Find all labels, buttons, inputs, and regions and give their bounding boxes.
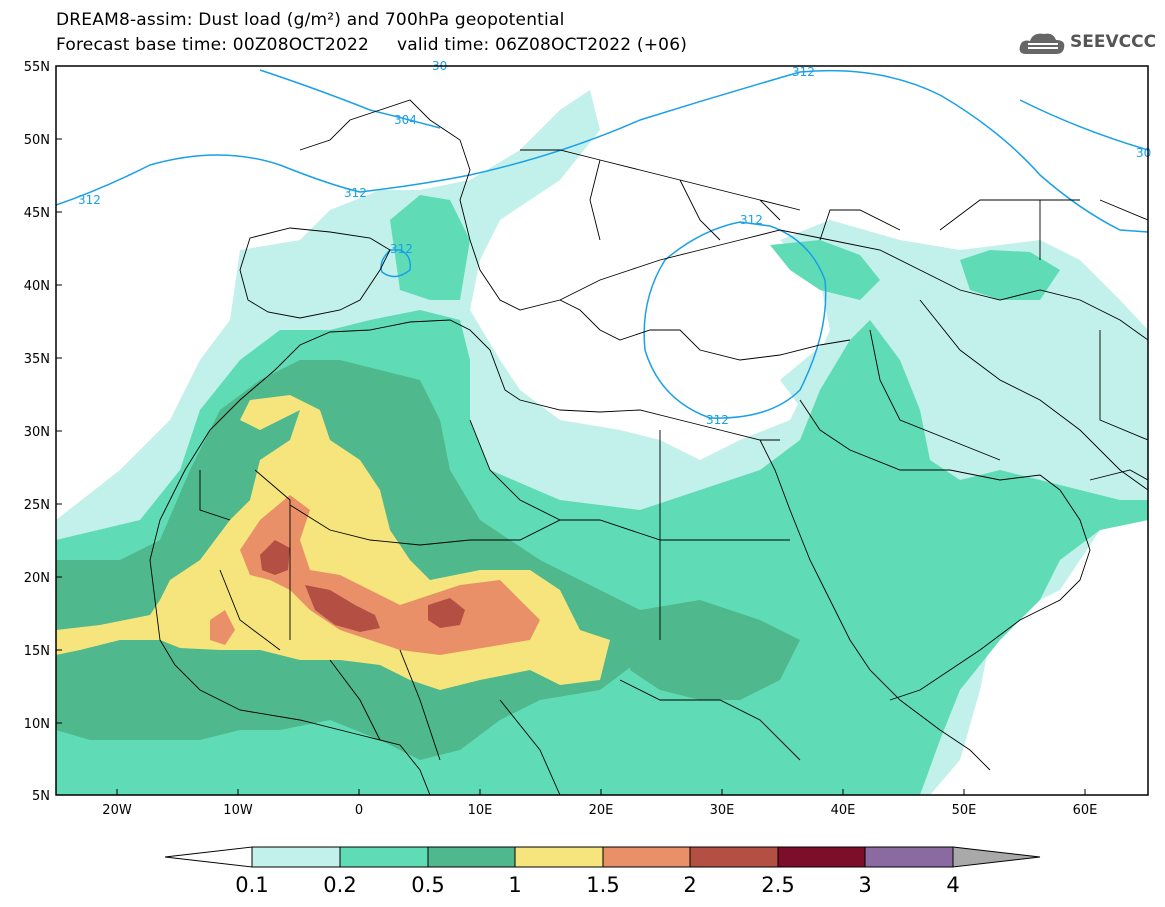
colorbar-label: 3 bbox=[858, 873, 871, 897]
dust-band-1.5 bbox=[240, 495, 540, 655]
lon-label: 60E bbox=[1073, 803, 1098, 818]
lon-label: 10E bbox=[468, 803, 493, 818]
colorbar-swatch bbox=[602, 846, 691, 868]
geopotential-contours bbox=[56, 69, 1148, 419]
contour-label: 312 bbox=[706, 413, 729, 427]
dust-band-0.2-caspian bbox=[960, 250, 1060, 300]
contour-312-west bbox=[56, 69, 1148, 233]
lat-label: 10N bbox=[24, 717, 50, 732]
lon-label: 50E bbox=[952, 803, 977, 818]
colorbar-swatch bbox=[427, 846, 516, 868]
lat-label: 25N bbox=[24, 498, 50, 513]
contour-304 bbox=[259, 69, 441, 129]
dust-band-1.5-w bbox=[210, 610, 235, 645]
chart-title: DREAM8-assim: Dust load (g/m²) and 700hP… bbox=[56, 10, 565, 30]
contour-label: 312 bbox=[78, 193, 101, 207]
dust-band-2-c bbox=[428, 598, 465, 628]
colorbar-labels: 0.1 0.2 0.5 1 1.5 2 2.5 3 4 bbox=[235, 873, 959, 897]
lon-axis bbox=[116, 789, 1086, 795]
colorbar-swatch bbox=[864, 846, 954, 868]
contour-labels: 312 312 312 312 312 312 304 30 30 bbox=[78, 59, 1151, 427]
contour-label: 304 bbox=[394, 113, 417, 127]
contour-312-east bbox=[1019, 99, 1148, 151]
contour-label: 312 bbox=[344, 186, 367, 200]
contour-label: 30 bbox=[1136, 146, 1151, 160]
contour-312-aegean bbox=[643, 221, 827, 419]
colorbar-swatch bbox=[339, 846, 429, 868]
colorbar-low-arrow bbox=[164, 846, 253, 868]
contour-label: 312 bbox=[792, 65, 815, 79]
dust-band-2-b bbox=[305, 585, 380, 632]
contour-label: 312 bbox=[390, 242, 413, 256]
lat-label: 45N bbox=[24, 206, 50, 221]
dust-band-0.2-turkey bbox=[770, 240, 880, 300]
lat-label: 20N bbox=[24, 571, 50, 586]
colorbar-label: 0.1 bbox=[235, 873, 268, 897]
dust-band-2 bbox=[260, 540, 290, 575]
lat-label: 5N bbox=[32, 789, 50, 804]
colorbar-label: 1 bbox=[508, 873, 521, 897]
colorbar-label: 4 bbox=[946, 873, 959, 897]
lon-label: 20W bbox=[102, 803, 132, 818]
lat-label: 15N bbox=[24, 644, 50, 659]
lat-label: 35N bbox=[24, 352, 50, 367]
lat-label: 55N bbox=[24, 60, 50, 75]
lat-axis bbox=[56, 65, 62, 796]
lat-label: 40N bbox=[24, 279, 50, 294]
lat-label: 50N bbox=[24, 133, 50, 148]
colorbar-swatch bbox=[251, 846, 341, 868]
colorbar-swatch bbox=[514, 846, 604, 868]
lon-label: 0 bbox=[355, 803, 363, 818]
colorbar-label: 1.5 bbox=[586, 873, 619, 897]
seevccc-cloud-icon bbox=[1019, 33, 1065, 54]
colorbar bbox=[164, 846, 1041, 868]
lon-labels: 20W 10W 0 10E 20E 30E 40E 50E 60E bbox=[102, 803, 1097, 818]
lon-label: 20E bbox=[589, 803, 614, 818]
contour-label: 312 bbox=[740, 213, 763, 227]
colorbar-high-arrow bbox=[952, 846, 1041, 868]
lon-label: 30E bbox=[710, 803, 735, 818]
colorbar-swatch bbox=[777, 846, 866, 868]
colorbar-label: 0.5 bbox=[411, 873, 444, 897]
lon-label: 10W bbox=[223, 803, 253, 818]
logo-text: SEEVCCC bbox=[1070, 32, 1157, 52]
colorbar-label: 2.5 bbox=[761, 873, 794, 897]
coastlines-borders bbox=[149, 99, 1148, 795]
dust-fields bbox=[56, 90, 1148, 795]
lat-label: 30N bbox=[24, 425, 50, 440]
colorbar-label: 2 bbox=[683, 873, 696, 897]
colorbar-swatch bbox=[689, 846, 779, 868]
lon-label: 40E bbox=[831, 803, 856, 818]
colorbar-label: 0.2 bbox=[323, 873, 356, 897]
chart-subtitle-times: Forecast base time: 00Z08OCT2022 valid t… bbox=[56, 35, 688, 55]
dust-band-0.2-north bbox=[390, 195, 470, 300]
dust-band-0.5-east bbox=[630, 600, 800, 700]
contour-312-spain bbox=[380, 249, 412, 278]
lat-labels: 55N 50N 45N 40N 35N 30N 25N 20N 15N 10N … bbox=[24, 60, 50, 804]
